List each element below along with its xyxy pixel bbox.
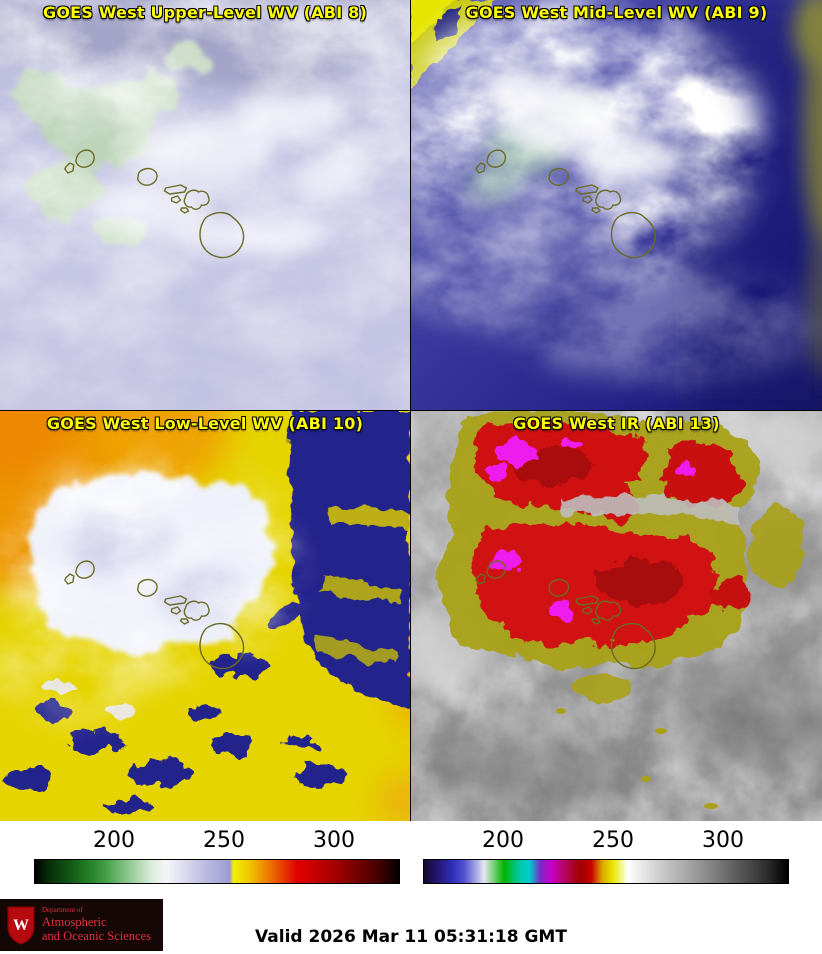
panel-title: GOES West Upper-Level WV (ABI 8): [43, 3, 367, 22]
ir-colorbar-tick: 250: [592, 828, 634, 853]
logo-dept-line1: Atmospheric: [42, 914, 107, 929]
satellite-panel-upper-wv: GOES West Upper-Level WV (ABI 8): [0, 0, 410, 410]
panel-grid: GOES West Upper-Level WV (ABI 8): [0, 0, 822, 821]
logo-dept-prefix: Department of: [42, 906, 83, 915]
wv-colorbar-tick: 300: [313, 828, 355, 853]
ir-colorbar-tick: 200: [482, 828, 524, 853]
logo-dept-line2: and Oceanic Sciences: [42, 928, 151, 943]
satellite-panel-low-wv: GOES West Low-Level WV (ABI 10): [0, 411, 410, 821]
satellite-panel-ir: GOES West IR (ABI 13): [411, 411, 822, 821]
footer: W Department of Atmospheric and Oceanic …: [0, 896, 822, 954]
colorbar-section: 200 250 300 200 250 300: [0, 821, 822, 896]
satellite-panel-mid-wv: GOES West Mid-Level WV (ABI 9): [411, 0, 822, 410]
panel-title: GOES West Mid-Level WV (ABI 9): [465, 3, 768, 22]
valid-timestamp: Valid 2026 Mar 11 05:31:18 GMT: [255, 927, 567, 947]
wv-colorbar-tick: 200: [93, 828, 135, 853]
wv-colorbar: [34, 859, 400, 884]
crest-letter: W: [13, 917, 29, 934]
ir-image: [411, 411, 822, 821]
uw-aos-logo[interactable]: W Department of Atmospheric and Oceanic …: [0, 899, 163, 951]
mid-wv-image: [411, 0, 822, 410]
panel-title: GOES West IR (ABI 13): [513, 414, 720, 433]
panel-title: GOES West Low-Level WV (ABI 10): [46, 414, 364, 433]
wv-colorbar-tick: 250: [203, 828, 245, 853]
low-wv-image: [0, 411, 410, 821]
uw-crest-icon: W: [7, 906, 35, 945]
upper-wv-image: [0, 0, 410, 410]
ir-colorbar-tick: 300: [702, 828, 744, 853]
logo-text: Department of Atmospheric and Oceanic Sc…: [42, 906, 151, 943]
ir-colorbar: [423, 859, 789, 884]
